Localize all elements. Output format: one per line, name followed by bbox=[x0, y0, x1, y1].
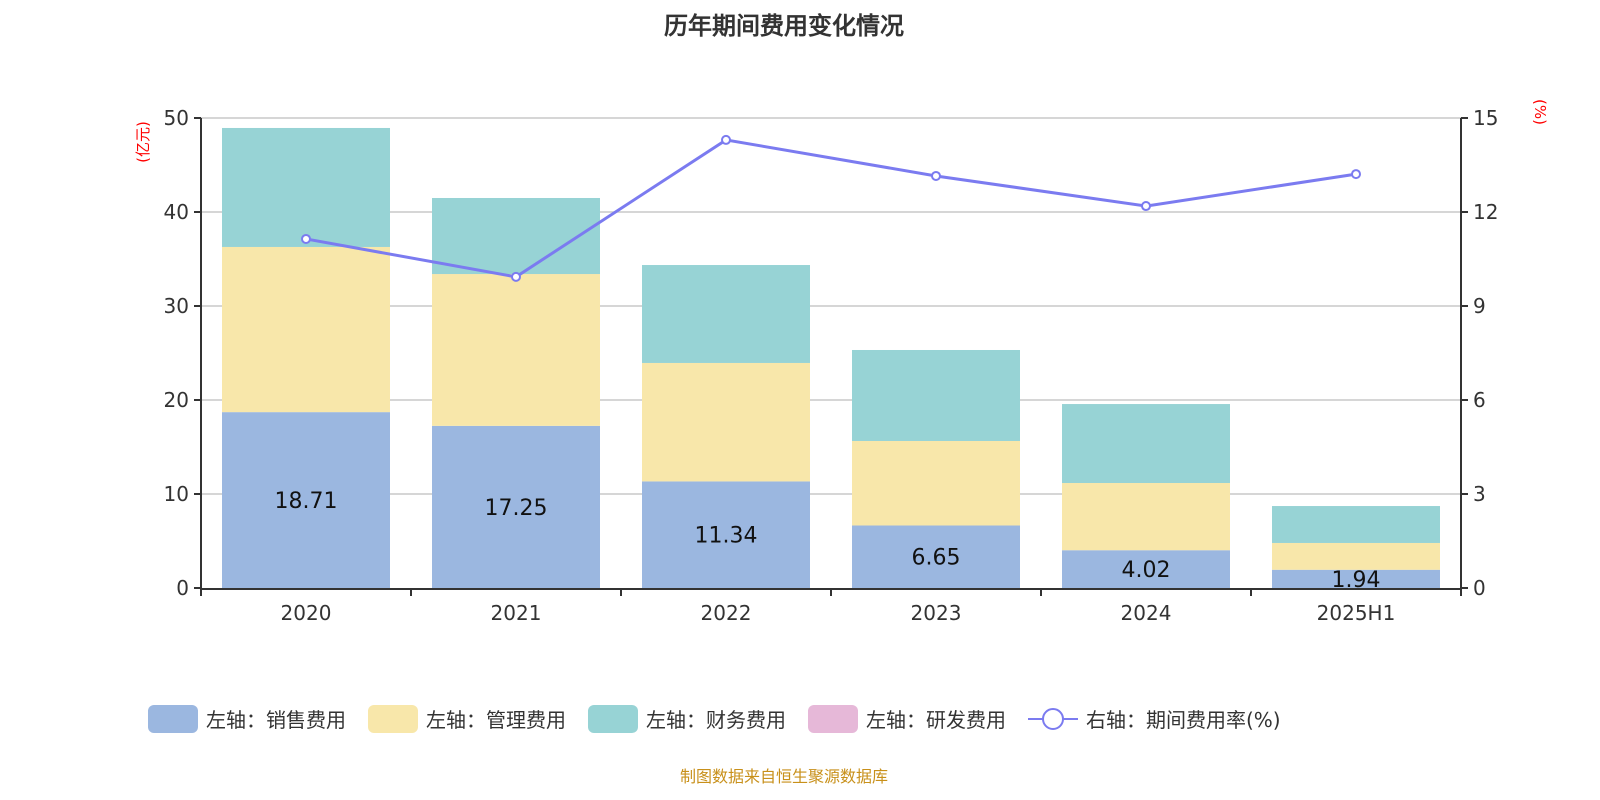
left-tick-label: 20 bbox=[164, 388, 189, 412]
bar-segment bbox=[222, 412, 390, 588]
right-tick-label: 6 bbox=[1473, 388, 1486, 412]
bar-value-label: 1.94 bbox=[1332, 568, 1381, 593]
legend-swatch bbox=[148, 704, 198, 733]
bar-segment bbox=[1062, 550, 1230, 588]
line-point bbox=[1351, 169, 1361, 180]
legend-label: 左轴：管理费用 bbox=[426, 708, 566, 732]
right-tick-label: 12 bbox=[1473, 200, 1498, 224]
bar-segment bbox=[1272, 506, 1440, 543]
legend-label: 左轴：财务费用 bbox=[646, 708, 786, 732]
bar-segment bbox=[642, 362, 810, 482]
bar-segment bbox=[852, 440, 1020, 526]
bar-value-label: 11.34 bbox=[695, 524, 758, 549]
x-tick-label: 2023 bbox=[911, 601, 962, 625]
right-tick-label: 3 bbox=[1473, 482, 1486, 506]
legend-item[interactable]: 左轴：研发费用 bbox=[808, 704, 1006, 733]
x-tick-label: 2020 bbox=[281, 601, 332, 625]
bar-segment bbox=[1062, 404, 1230, 484]
legend-swatch bbox=[808, 704, 858, 733]
right-tick-label: 0 bbox=[1473, 576, 1486, 600]
right-tick-label: 9 bbox=[1473, 294, 1486, 318]
source-note: 制图数据来自恒生聚源数据库 bbox=[679, 767, 888, 786]
legend-label: 右轴：期间费用率(%) bbox=[1086, 708, 1281, 732]
left-tick-label: 40 bbox=[164, 200, 189, 224]
legend-label: 左轴：研发费用 bbox=[866, 708, 1006, 732]
right-tick-label: 15 bbox=[1473, 106, 1498, 130]
bar-segment bbox=[432, 197, 600, 275]
legend-swatch bbox=[368, 704, 418, 733]
x-tick-label: 2022 bbox=[701, 601, 752, 625]
bar-segment bbox=[852, 525, 1020, 588]
line-point bbox=[931, 170, 941, 181]
x-tick-label: 2024 bbox=[1121, 601, 1172, 625]
right-axis-unit: (%) bbox=[1531, 99, 1549, 125]
legend-label: 左轴：销售费用 bbox=[206, 708, 346, 732]
line-point bbox=[301, 233, 311, 244]
left-tick-label: 30 bbox=[164, 294, 189, 318]
bar-value-label: 17.25 bbox=[485, 496, 548, 521]
left-tick-label: 10 bbox=[164, 482, 189, 506]
bar-value-label: 6.65 bbox=[912, 546, 961, 571]
chart-plot: 0 10 20 30 40 50 0 3 6 9 12 15 (亿元) (%) 2020 18.71 2021 1… bbox=[134, 99, 1549, 625]
line-point bbox=[1141, 201, 1151, 212]
legend: 左轴：销售费用 左轴：管理费用 左轴：财务费用 左轴：研发费用 右轴：期间费用率(%) bbox=[148, 704, 1281, 733]
bar-segment bbox=[642, 265, 810, 363]
legend-swatch bbox=[588, 704, 638, 733]
bar-segment bbox=[852, 349, 1020, 441]
legend-item[interactable]: 右轴：期间费用率(%) bbox=[1028, 704, 1281, 733]
line-series bbox=[305, 138, 1357, 279]
bar-segment bbox=[1062, 483, 1230, 551]
bar-segment bbox=[222, 127, 390, 247]
left-tick-label: 0 bbox=[176, 576, 189, 600]
x-tick-label: 2025H1 bbox=[1317, 601, 1396, 625]
bar-value-label: 4.02 bbox=[1122, 558, 1171, 583]
bar-segment bbox=[432, 274, 600, 426]
legend-item[interactable]: 左轴：管理费用 bbox=[368, 704, 566, 733]
left-axis-unit: (亿元) bbox=[134, 121, 152, 163]
line-point bbox=[721, 134, 731, 145]
bar-segment bbox=[1272, 569, 1440, 588]
legend-line-icon bbox=[1028, 707, 1078, 730]
bar-segment bbox=[1272, 542, 1440, 570]
legend-item[interactable]: 左轴：销售费用 bbox=[148, 704, 346, 733]
bar-segment bbox=[432, 425, 600, 588]
legend-item[interactable]: 左轴：财务费用 bbox=[588, 704, 786, 733]
line-point bbox=[511, 271, 521, 282]
chart-title: 历年期间费用变化情况 bbox=[664, 12, 904, 40]
left-tick-label: 50 bbox=[164, 106, 189, 130]
bar-value-label: 18.71 bbox=[275, 489, 338, 514]
bar-segment bbox=[642, 481, 810, 588]
bar-segment bbox=[222, 246, 390, 413]
x-tick-label: 2021 bbox=[491, 601, 542, 625]
